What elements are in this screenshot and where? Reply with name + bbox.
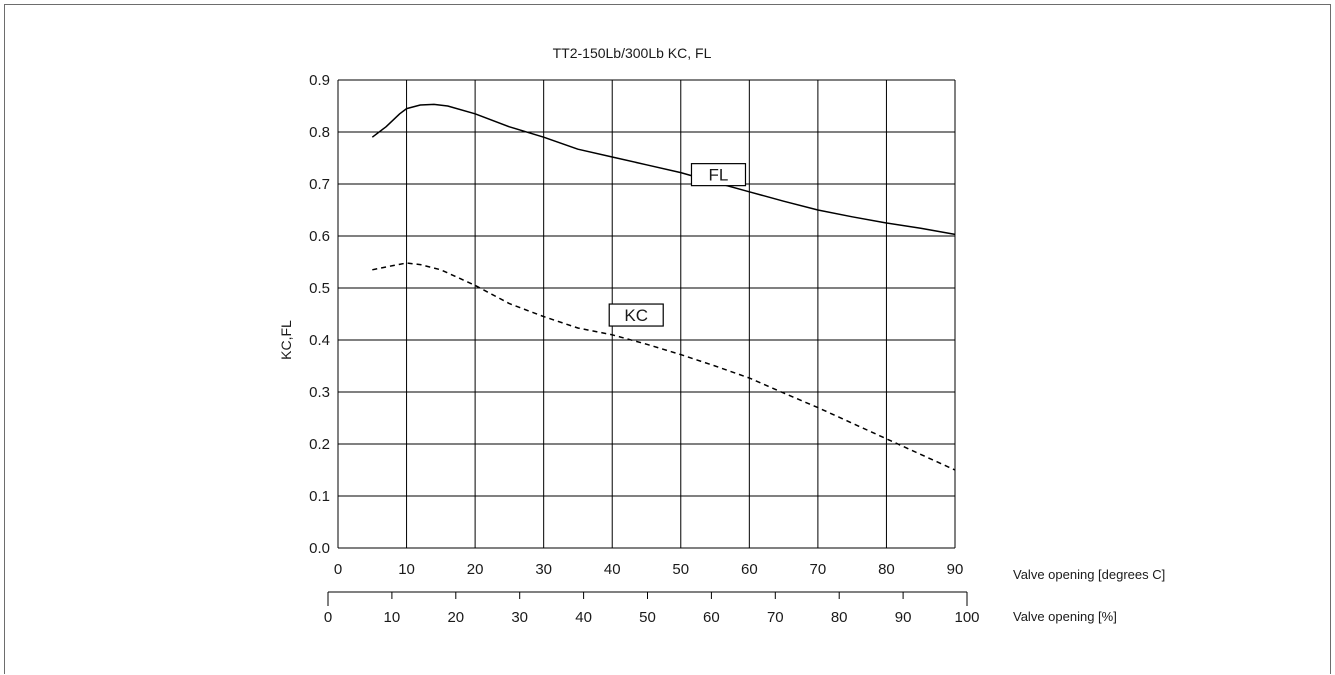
annotation-box <box>690 163 747 187</box>
y-ticks: 0.0 0.1 0.2 0.3 0.4 0.5 0.6 0.7 0.8 0.9 <box>309 72 330 557</box>
series-layer <box>371 103 956 471</box>
series-line-fl <box>371 103 956 236</box>
x2-tick-label: 30 <box>511 609 528 626</box>
x-tick-label: 20 <box>467 561 484 578</box>
x2-tick-label: 50 <box>639 609 656 626</box>
x2-tick-label: 80 <box>831 609 848 626</box>
x-tick-label: 10 <box>398 561 415 578</box>
y-tick-label: 0.3 <box>309 384 330 401</box>
annotation-box <box>608 303 664 327</box>
x-tick-label: 60 <box>741 561 758 578</box>
x-tick-label: 30 <box>535 561 552 578</box>
series-line-kc <box>372 262 956 471</box>
x2-axis-label: Valve opening [%] <box>1013 609 1117 624</box>
x2-tick-label: 60 <box>703 609 720 626</box>
y-tick-label: 0.1 <box>309 488 330 505</box>
y-tick-label: 0.0 <box>309 540 330 557</box>
x-ticks: 0 10 20 30 40 50 60 70 80 90 <box>334 561 964 578</box>
y-tick-label: 0.5 <box>309 280 330 297</box>
chart-frame <box>4 4 1331 674</box>
x-axis-label: Valve opening [degrees C] <box>1013 567 1165 582</box>
y-tick-label: 0.6 <box>309 228 330 245</box>
x2-tick-label: 90 <box>895 609 912 626</box>
chart-title: TT2-150Lb/300Lb KC, FL <box>553 45 712 61</box>
annotation-label: FL <box>709 166 729 185</box>
x-tick-label: 70 <box>810 561 827 578</box>
x-tick-label: 80 <box>878 561 895 578</box>
x2-tick-label: 70 <box>767 609 784 626</box>
x2-axis: 0 10 20 30 40 50 60 70 80 90 100 <box>324 591 980 626</box>
x-tick-label: 40 <box>604 561 621 578</box>
x2-tick-label: 40 <box>575 609 592 626</box>
y-tick-label: 0.2 <box>309 436 330 453</box>
y-tick-label: 0.4 <box>309 332 330 349</box>
grid <box>337 79 956 549</box>
x-tick-label: 50 <box>672 561 689 578</box>
x2-tick-label: 20 <box>447 609 464 626</box>
x2-tick-label: 100 <box>954 609 979 626</box>
x-tick-label: 90 <box>947 561 964 578</box>
y-axis-label: KC,FL <box>278 320 294 360</box>
y-tick-label: 0.9 <box>309 72 330 89</box>
annotations: FL KC <box>608 163 747 327</box>
y-tick-label: 0.8 <box>309 124 330 141</box>
x2-tick-label: 0 <box>324 609 332 626</box>
x2-tick-label: 10 <box>384 609 401 626</box>
x-tick-label: 0 <box>334 561 342 578</box>
annotation-label: KC <box>624 306 648 325</box>
y-tick-label: 0.7 <box>309 176 330 193</box>
